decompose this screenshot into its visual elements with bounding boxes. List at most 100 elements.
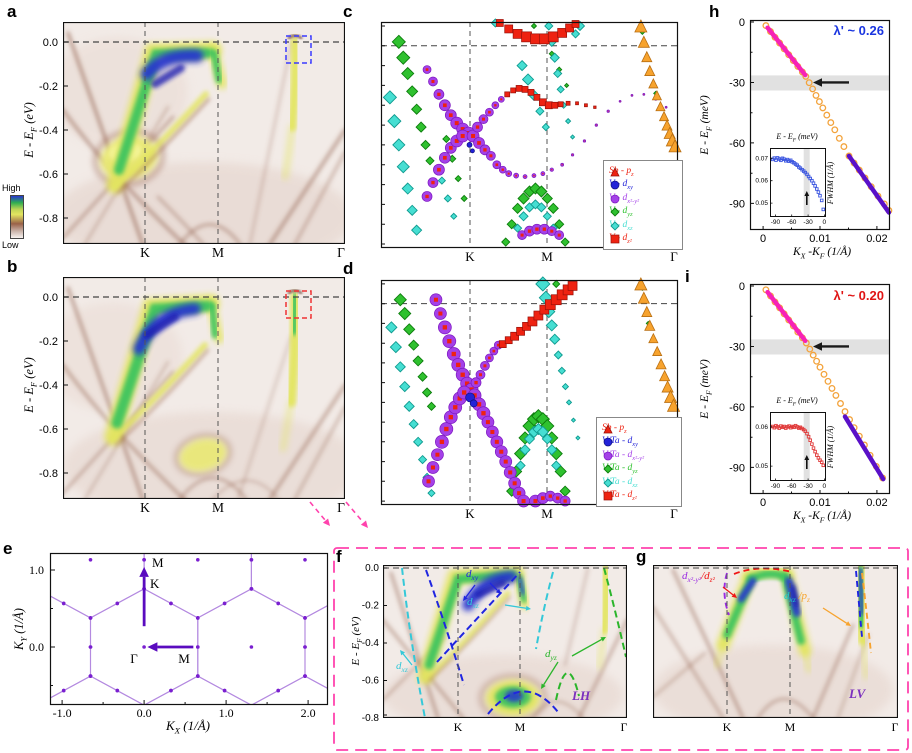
panel-label-e: e <box>3 539 13 558</box>
data-point-core <box>488 110 491 114</box>
coupling-constant-h: λ' ~ 0.26 <box>833 23 884 38</box>
xtick-label: M <box>541 249 553 264</box>
y-ticks <box>63 41 68 219</box>
data-point <box>517 192 530 205</box>
data-point <box>387 113 402 129</box>
data-point <box>575 435 581 441</box>
arrow <box>722 586 737 598</box>
data-point-core <box>643 94 645 95</box>
data-point-core <box>500 98 503 101</box>
arrow <box>813 342 849 351</box>
arrow <box>139 566 149 627</box>
high-symmetry-lines <box>144 22 219 244</box>
data-point <box>655 357 667 370</box>
saddle-blob <box>174 433 232 477</box>
xtick-label: 0.0 <box>137 706 152 720</box>
arrow <box>813 78 849 87</box>
data-point <box>603 491 613 501</box>
data-point <box>406 204 418 216</box>
bz-point <box>249 558 254 562</box>
data-point <box>420 139 431 151</box>
data-point <box>527 316 538 327</box>
legend-item: V/Ta - dx²-y² <box>602 449 678 463</box>
data-point <box>382 90 398 105</box>
panel-label-d: d <box>343 259 354 278</box>
data-point <box>521 86 529 93</box>
ytick-label: -60 <box>729 138 745 150</box>
data-point <box>644 319 656 331</box>
orbital-annotation-orb1: dx²-y²/dz² <box>682 570 715 585</box>
legend-label: V/Ta - dx²-y² <box>602 449 645 462</box>
data-point <box>546 444 558 456</box>
data-point-core <box>430 465 435 470</box>
data-point <box>522 322 531 331</box>
data-point <box>637 35 650 48</box>
data-point <box>498 340 507 348</box>
data-point-core <box>464 381 470 386</box>
data-point-core <box>477 141 481 145</box>
inset-ticks <box>770 157 825 217</box>
data-point <box>512 223 523 233</box>
data-point-core <box>448 146 453 150</box>
orbital-annotation-pol: LV <box>849 686 866 701</box>
data-point-core <box>489 154 493 158</box>
inset-fwhm-data <box>770 423 826 468</box>
data-point-core <box>460 127 465 132</box>
band-v-ta-d-z2 <box>498 281 578 348</box>
data-point <box>501 237 511 247</box>
arrow <box>504 604 531 611</box>
bz-point <box>196 616 200 620</box>
data-point-core <box>425 68 429 71</box>
data-point <box>538 33 550 45</box>
ytick-label: -90 <box>729 198 745 210</box>
data-point <box>521 31 532 43</box>
legend-item: V/Ta - dxy <box>602 436 678 450</box>
data-point <box>421 387 433 398</box>
bz-point <box>115 688 120 693</box>
data-point <box>391 34 406 49</box>
legend-marker <box>610 207 620 217</box>
data-point <box>533 93 541 101</box>
inset-frame <box>770 412 826 481</box>
axis-ticks <box>750 21 878 230</box>
data-point <box>658 110 670 122</box>
data-point <box>406 85 419 98</box>
data-point-core <box>494 439 499 444</box>
data-point <box>545 319 558 332</box>
data-point <box>813 449 817 454</box>
bz-point <box>276 601 281 606</box>
inset-xtick-label: 0 <box>823 483 827 490</box>
data-point <box>450 212 458 220</box>
data-point <box>437 176 447 185</box>
inset-ticks <box>770 426 825 481</box>
orbital-overlay-curves <box>723 567 872 654</box>
panel-g-arpes-image <box>653 565 898 718</box>
data-point-core <box>457 396 462 401</box>
data-point <box>551 101 559 109</box>
data-point <box>412 436 424 447</box>
data-point <box>567 281 578 291</box>
arrow <box>147 642 194 652</box>
bz-point <box>88 645 93 649</box>
data-point <box>819 460 824 464</box>
data-point <box>515 85 523 92</box>
data-point-core <box>461 390 467 395</box>
ytick-label: -0.6 <box>362 676 380 687</box>
legend-item: Sb - pz <box>602 422 678 436</box>
data-point-core <box>448 113 453 118</box>
inset-kink-band <box>803 148 810 217</box>
data-point <box>603 423 613 434</box>
data-point <box>544 21 554 31</box>
data-point-core <box>483 148 487 152</box>
data-point-core <box>533 499 538 504</box>
legend-item: V - dyz <box>609 206 679 220</box>
ytick-label: 0 <box>739 281 745 293</box>
xtick-label: K <box>454 720 463 734</box>
xtick-label: 0.02 <box>866 233 887 245</box>
arrow <box>463 584 476 601</box>
axes-frame <box>749 19 891 231</box>
data-point-core <box>475 125 480 129</box>
data-point <box>415 121 427 133</box>
data-point-core <box>426 479 431 484</box>
